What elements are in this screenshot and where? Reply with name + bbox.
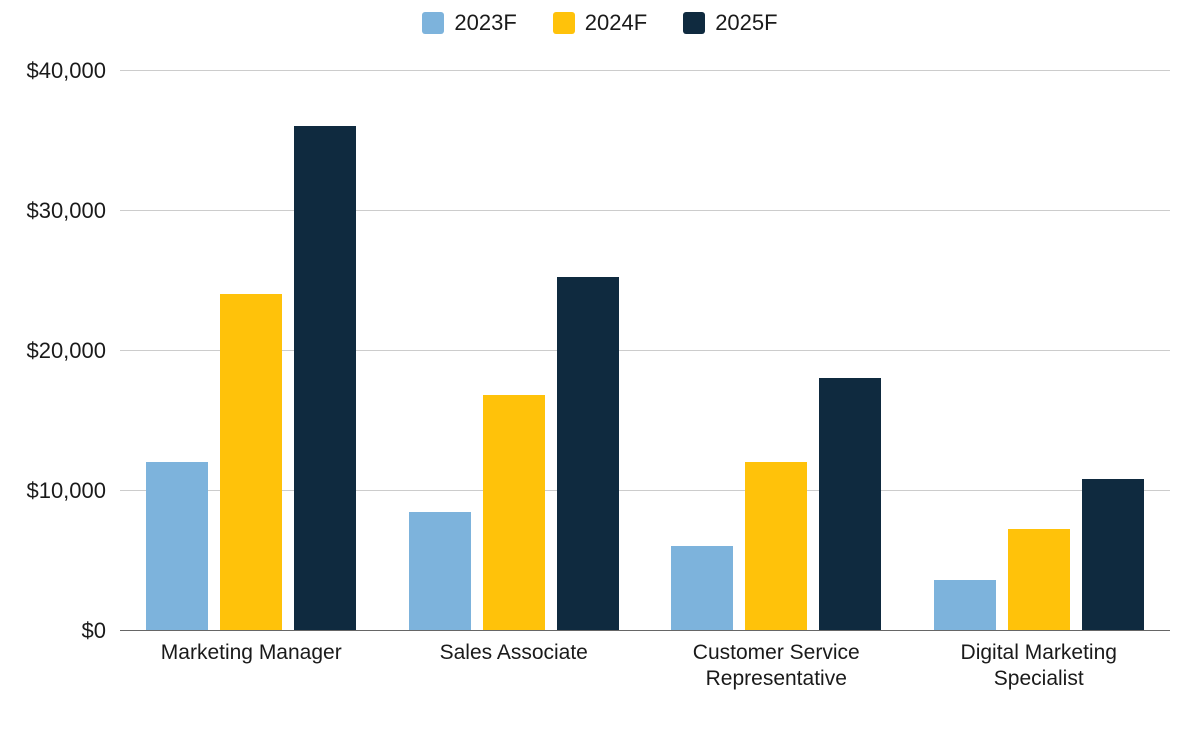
x-tick-label: Digital Marketing Specialist [914, 640, 1163, 693]
y-tick-label: $30,000 [26, 198, 106, 224]
y-tick-label: $10,000 [26, 478, 106, 504]
x-tick-label: Marketing Manager [127, 640, 376, 666]
y-tick-label: $40,000 [26, 58, 106, 84]
legend: 2023F 2024F 2025F [0, 10, 1200, 36]
bar [409, 512, 471, 630]
bar [220, 294, 282, 630]
bars-layer [120, 70, 1170, 630]
legend-item: 2023F [422, 10, 516, 36]
bar [1082, 479, 1144, 630]
bar [146, 462, 208, 630]
legend-label: 2025F [715, 10, 777, 36]
bar [483, 395, 545, 630]
bar [934, 580, 996, 630]
bar [1008, 529, 1070, 630]
bar [745, 462, 807, 630]
legend-label: 2024F [585, 10, 647, 36]
legend-item: 2025F [683, 10, 777, 36]
legend-swatch [422, 12, 444, 34]
legend-swatch [683, 12, 705, 34]
x-tick-label: Sales Associate [389, 640, 638, 666]
bar [819, 378, 881, 630]
y-tick-label: $20,000 [26, 338, 106, 364]
bar [557, 277, 619, 630]
legend-swatch [553, 12, 575, 34]
plot-area: $0$10,000$20,000$30,000$40,000 Marketing… [120, 70, 1170, 630]
x-tick-label: Customer Service Representative [652, 640, 901, 693]
bar [294, 126, 356, 630]
x-axis-baseline: $0 [120, 630, 1170, 631]
legend-label: 2023F [454, 10, 516, 36]
bar-chart: 2023F2024F2025F $0$10,000$20,000$30,000$… [0, 0, 1200, 742]
legend-item: 2024F [553, 10, 647, 36]
bar [671, 546, 733, 630]
y-tick-label: $0 [82, 618, 106, 644]
